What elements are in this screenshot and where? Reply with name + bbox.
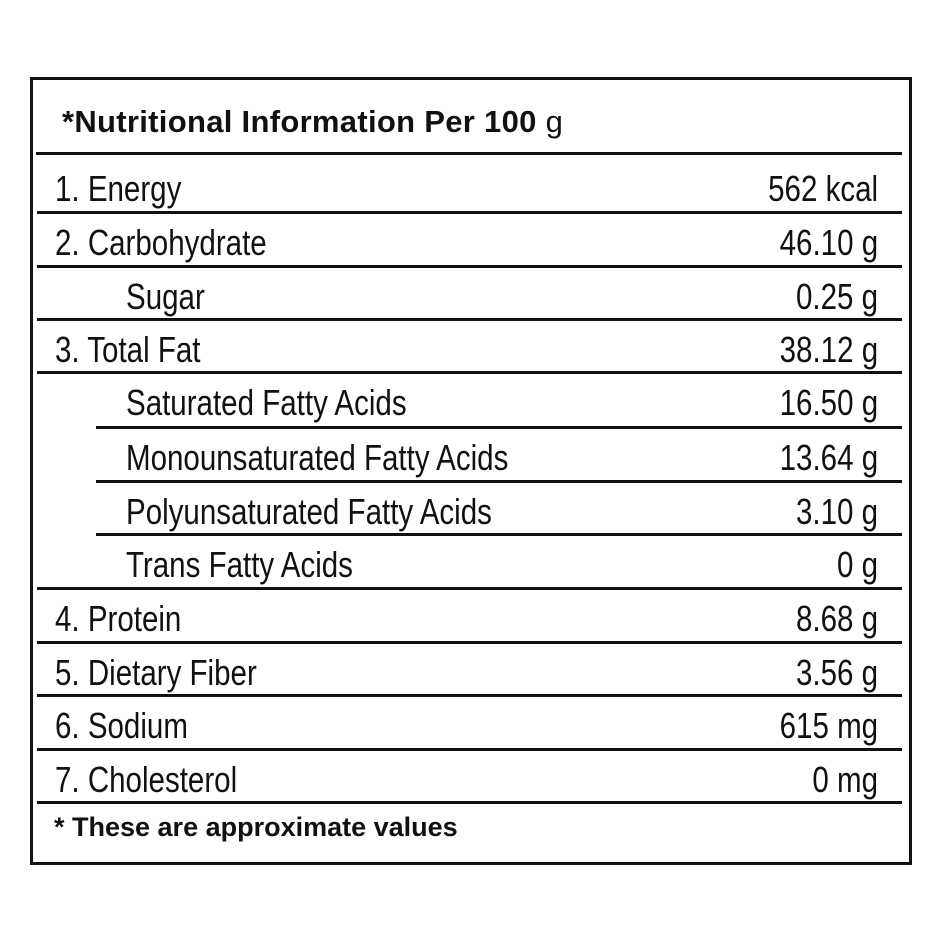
divider xyxy=(37,371,902,374)
table-row: Saturated Fatty Acids 16.50 g xyxy=(0,372,940,425)
divider xyxy=(96,426,902,429)
divider xyxy=(36,152,902,155)
nutrient-label: 3. Total Fat xyxy=(55,329,201,370)
divider xyxy=(96,480,902,483)
divider xyxy=(37,587,902,590)
title-unit: g xyxy=(545,104,564,139)
table-row: Sugar 0.25 g xyxy=(0,266,940,319)
nutrient-value: 562 kcal xyxy=(768,168,878,209)
divider xyxy=(37,211,902,214)
footnote: * These are approximate values xyxy=(54,812,458,842)
nutrient-value: 0 g xyxy=(836,544,878,585)
nutrient-value: 3.56 g xyxy=(795,652,878,693)
nutrient-value: 0.25 g xyxy=(795,276,878,317)
nutrient-value: 38.12 g xyxy=(779,329,878,370)
nutrient-value: 615 mg xyxy=(779,705,878,746)
table-title: *Nutritional Information Per 100 g xyxy=(62,104,563,140)
nutrient-value: 8.68 g xyxy=(795,598,878,639)
nutrient-value: 13.64 g xyxy=(779,437,878,478)
nutrient-label: 1. Energy xyxy=(55,168,182,209)
divider xyxy=(37,801,902,804)
divider xyxy=(96,533,902,536)
divider xyxy=(37,748,902,751)
nutrient-label: 7. Cholesterol xyxy=(55,759,238,800)
nutrient-value: 0 mg xyxy=(812,759,878,800)
table-row: 7. Cholesterol 0 mg xyxy=(0,749,940,802)
nutrient-label: Monounsaturated Fatty Acids xyxy=(126,437,509,478)
nutrient-label: 6. Sodium xyxy=(55,705,188,746)
nutrition-table-border xyxy=(30,77,912,865)
title-text: *Nutritional Information Per 100 xyxy=(62,104,537,139)
table-row: 3. Total Fat 38.12 g xyxy=(0,319,940,372)
nutrient-label: Polyunsaturated Fatty Acids xyxy=(126,491,492,532)
divider xyxy=(37,694,902,697)
nutrient-label: 2. Carbohydrate xyxy=(55,222,267,263)
divider xyxy=(37,641,902,644)
nutrient-value: 3.10 g xyxy=(795,491,878,532)
table-row: Monounsaturated Fatty Acids 13.64 g xyxy=(0,427,940,480)
nutrient-label: Trans Fatty Acids xyxy=(126,544,353,585)
table-row: 4. Protein 8.68 g xyxy=(0,588,940,641)
table-row: 6. Sodium 615 mg xyxy=(0,695,940,748)
table-row: 2. Carbohydrate 46.10 g xyxy=(0,212,940,265)
table-row: Trans Fatty Acids 0 g xyxy=(0,534,940,587)
divider xyxy=(37,318,902,321)
nutrient-value: 16.50 g xyxy=(779,382,878,423)
table-row: 5. Dietary Fiber 3.56 g xyxy=(0,642,940,695)
table-row: Polyunsaturated Fatty Acids 3.10 g xyxy=(0,481,940,534)
nutrient-label: Sugar xyxy=(126,276,205,317)
nutrient-label: 4. Protein xyxy=(55,598,182,639)
nutrient-label: Saturated Fatty Acids xyxy=(126,382,407,423)
nutrient-label: 5. Dietary Fiber xyxy=(55,652,257,693)
table-row: 1. Energy 562 kcal xyxy=(0,158,940,211)
divider xyxy=(37,265,902,268)
nutrient-value: 46.10 g xyxy=(779,222,878,263)
